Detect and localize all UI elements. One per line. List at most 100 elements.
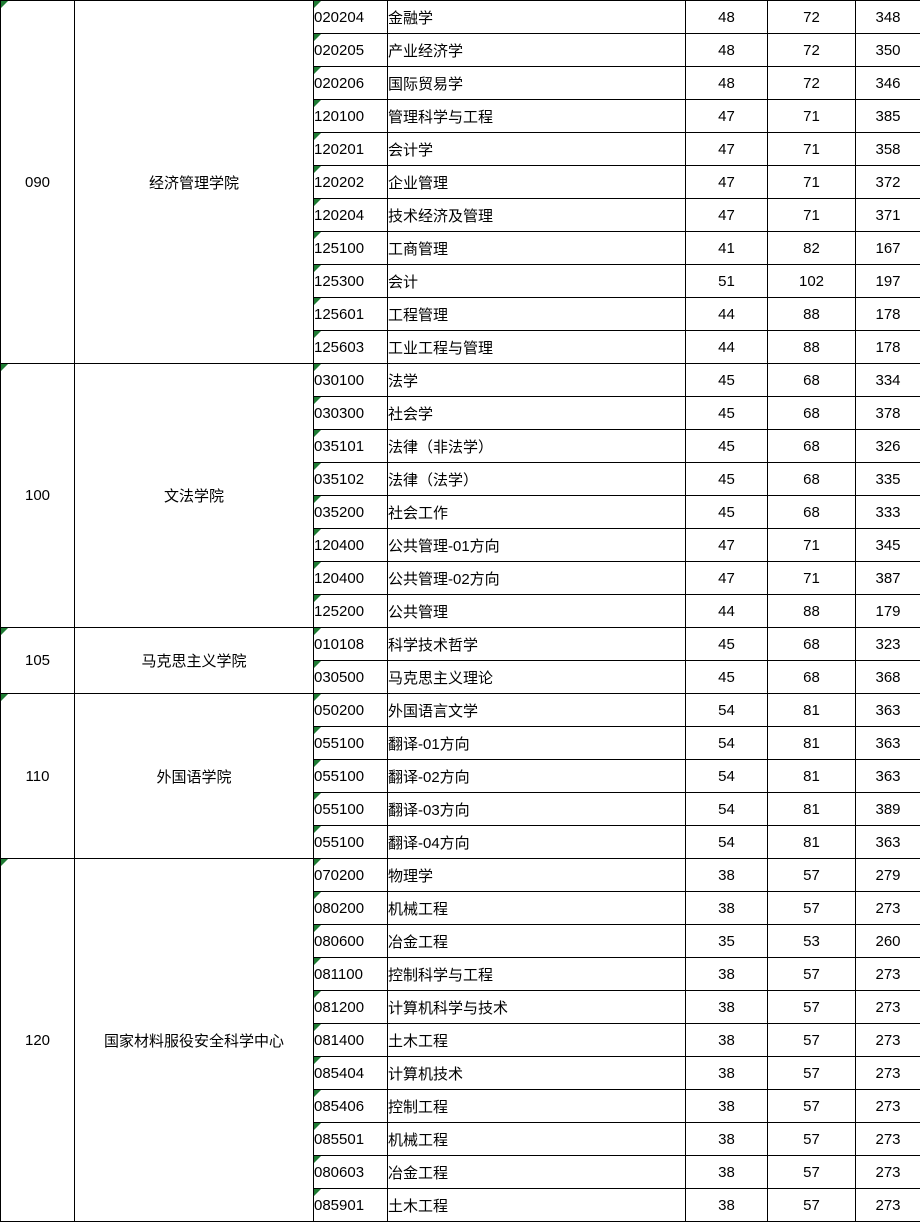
score-cell: 38 [685, 1089, 768, 1123]
major-name: 公共管理 [388, 603, 449, 621]
score-cell: 323 [855, 627, 920, 661]
score-value: 47 [718, 536, 735, 554]
score-cell: 57 [767, 1089, 856, 1123]
major-code-cell: 030500 [313, 660, 388, 694]
major-code: 055100 [314, 833, 365, 851]
score-cell: 350 [855, 33, 920, 67]
score-value: 273 [875, 965, 901, 983]
college-name: 马克思主义学院 [141, 653, 247, 670]
score-cell: 178 [855, 297, 920, 331]
score-cell: 102 [767, 264, 856, 298]
college-name: 国家材料服役安全科学中心 [103, 1032, 284, 1050]
score-cell: 71 [767, 198, 856, 232]
score-value: 38 [718, 1031, 735, 1049]
error-indicator-icon [314, 199, 321, 206]
major-code: 020204 [314, 8, 365, 26]
major-code: 085901 [314, 1196, 365, 1214]
error-indicator-icon [1, 364, 8, 371]
score-cell: 363 [855, 693, 920, 727]
major-name-cell: 社会学 [387, 396, 686, 430]
score-value: 71 [803, 173, 820, 191]
score-value: 38 [718, 1130, 735, 1148]
score-value: 57 [803, 1196, 820, 1214]
score-cell: 57 [767, 891, 856, 925]
major-code-cell: 070200 [313, 858, 388, 892]
major-code-cell: 120201 [313, 132, 388, 166]
score-value: 57 [803, 1064, 820, 1082]
table-row: 080200 机械工程 38 57 273 [1, 891, 920, 925]
score-cell: 81 [767, 825, 856, 859]
major-code: 035102 [314, 470, 365, 488]
major-name: 法学 [388, 372, 419, 390]
score-cell: 273 [855, 1023, 920, 1057]
major-code: 125601 [314, 305, 365, 323]
score-cell: 54 [685, 759, 768, 793]
score-cell: 68 [767, 363, 856, 397]
score-value: 68 [803, 635, 820, 653]
error-indicator-icon [1, 628, 8, 635]
score-cell: 38 [685, 1056, 768, 1090]
score-cell: 279 [855, 858, 920, 892]
score-value: 38 [718, 998, 735, 1016]
major-name-cell: 机械工程 [387, 891, 686, 925]
college-code: 110 [25, 767, 50, 785]
score-cell: 54 [685, 693, 768, 727]
major-code-cell: 125100 [313, 231, 388, 265]
score-value: 389 [875, 800, 901, 818]
major-code-cell: 035200 [313, 495, 388, 529]
major-name-cell: 公共管理-02方向 [387, 561, 686, 595]
score-value: 358 [875, 140, 901, 158]
error-indicator-icon [314, 1123, 321, 1130]
major-code: 030100 [314, 371, 365, 389]
score-cell: 45 [685, 660, 768, 694]
score-value: 273 [875, 1097, 901, 1115]
score-value: 273 [875, 1064, 901, 1082]
error-indicator-icon [1, 694, 8, 701]
major-code: 120204 [314, 206, 365, 224]
score-value: 57 [803, 866, 820, 884]
score-value: 68 [803, 470, 820, 488]
score-cell: 44 [685, 594, 768, 628]
major-name: 社会学 [388, 405, 434, 423]
major-name-cell: 翻译-04方向 [387, 825, 686, 859]
table-row: 020205 产业经济学 48 72 350 [1, 33, 920, 67]
score-value: 348 [875, 8, 901, 26]
error-indicator-icon [314, 232, 321, 239]
major-code-cell: 081100 [313, 957, 388, 991]
major-name: 计算机技术 [388, 1065, 464, 1083]
major-name: 翻译-02方向 [388, 768, 470, 786]
score-cell: 368 [855, 660, 920, 694]
major-code: 035101 [314, 437, 365, 455]
table-row: 085501 机械工程 38 57 273 [1, 1122, 920, 1156]
score-value: 45 [718, 635, 735, 653]
score-cell: 363 [855, 759, 920, 793]
score-value: 345 [875, 536, 901, 554]
major-name: 翻译-01方向 [388, 735, 470, 753]
major-name-cell: 计算机科学与技术 [387, 990, 686, 1024]
score-value: 333 [875, 503, 901, 521]
score-cell: 47 [685, 561, 768, 595]
major-code: 080600 [314, 932, 365, 950]
score-cell: 71 [767, 165, 856, 199]
score-cell: 363 [855, 726, 920, 760]
score-cell: 345 [855, 528, 920, 562]
table-row: 085406 控制工程 38 57 273 [1, 1089, 920, 1123]
major-code: 050200 [314, 701, 365, 719]
score-value: 326 [875, 437, 901, 455]
score-cell: 179 [855, 594, 920, 628]
score-value: 53 [803, 932, 820, 950]
error-indicator-icon [314, 727, 321, 734]
error-indicator-icon [314, 694, 321, 701]
score-value: 41 [718, 239, 735, 257]
score-cell: 44 [685, 297, 768, 331]
score-value: 72 [803, 74, 820, 92]
major-code: 035200 [314, 503, 365, 521]
score-value: 47 [718, 173, 735, 191]
error-indicator-icon [314, 166, 321, 173]
major-name-cell: 翻译-03方向 [387, 792, 686, 826]
table-row: 085404 计算机技术 38 57 273 [1, 1056, 920, 1090]
score-value: 178 [875, 338, 901, 356]
score-value: 273 [875, 1031, 901, 1049]
error-indicator-icon [314, 1156, 321, 1163]
